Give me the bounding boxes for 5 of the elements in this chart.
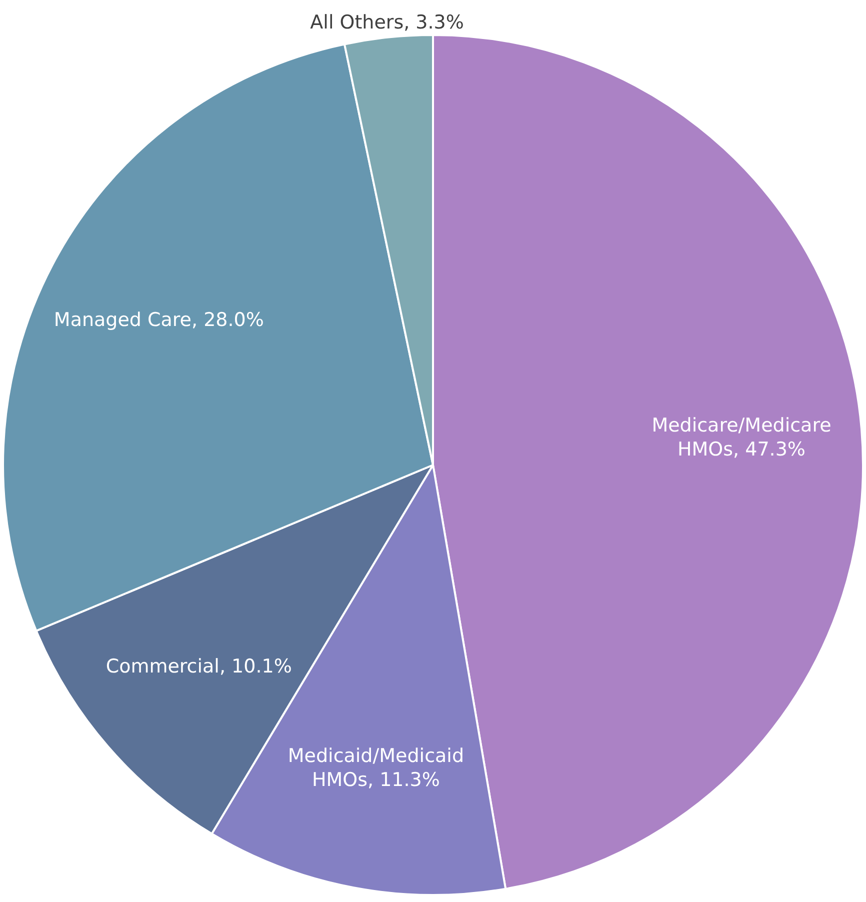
slice-label: All Others, 3.3% [310,11,464,34]
slice-label: Managed Care, 28.0% [54,308,264,331]
slice-label: Medicare/Medicare HMOs, 47.3% [652,414,832,461]
slice-label: Commercial, 10.1% [106,655,292,678]
slice-label: Medicaid/Medicaid HMOs, 11.3% [288,745,464,792]
